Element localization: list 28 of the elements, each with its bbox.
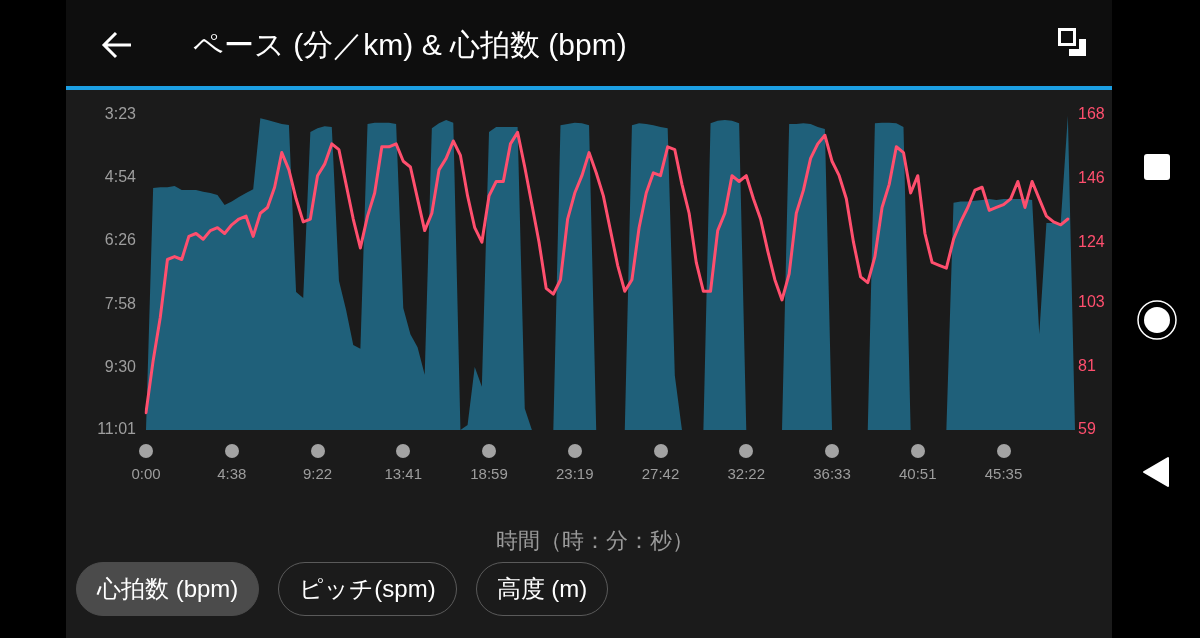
x-tick-label: 27:42 <box>641 465 680 483</box>
x-tick-label: 4:38 <box>217 465 247 483</box>
y2-tick-label: 81 <box>1078 356 1096 374</box>
y-tick-label: 9:30 <box>104 357 137 375</box>
chart-title: ペース (分／km) & 心拍数 (bpm) <box>193 27 627 63</box>
y2-tick-label: 168 <box>1078 105 1105 123</box>
x-tick-label: 23:19 <box>556 465 594 483</box>
text: 高度 (m) <box>496 574 588 604</box>
x-tick-label: 13:41 <box>384 465 423 483</box>
y-tick-label: 7:58 <box>104 294 137 312</box>
x-tick-label: 32:22 <box>727 465 766 483</box>
y-tick-label: 4:54 <box>104 168 137 186</box>
text: 心拍数 (bpm) <box>97 574 239 604</box>
y-tick-label: 11:01 <box>97 420 137 438</box>
y2-tick-label: 59 <box>1078 420 1096 438</box>
y-tick-label: 6:26 <box>104 231 137 249</box>
x-tick-label: 18:59 <box>470 465 508 483</box>
x-tick-label: 9:22 <box>302 465 333 483</box>
x-tick-label: 0:00 <box>131 465 161 483</box>
y2-tick-label: 103 <box>1078 293 1105 311</box>
x-tick-label: 45:35 <box>984 465 1023 483</box>
x-tick-label: 40:51 <box>899 465 937 483</box>
y2-tick-label: 146 <box>1078 168 1105 186</box>
text: ピッチ(spm) <box>299 574 436 604</box>
x-axis-title: 時間（時：分：秒） <box>495 527 695 555</box>
y-tick-label: 3:23 <box>104 105 137 123</box>
y2-tick-label: 124 <box>1078 232 1105 250</box>
x-tick-label: 36:33 <box>813 465 851 483</box>
